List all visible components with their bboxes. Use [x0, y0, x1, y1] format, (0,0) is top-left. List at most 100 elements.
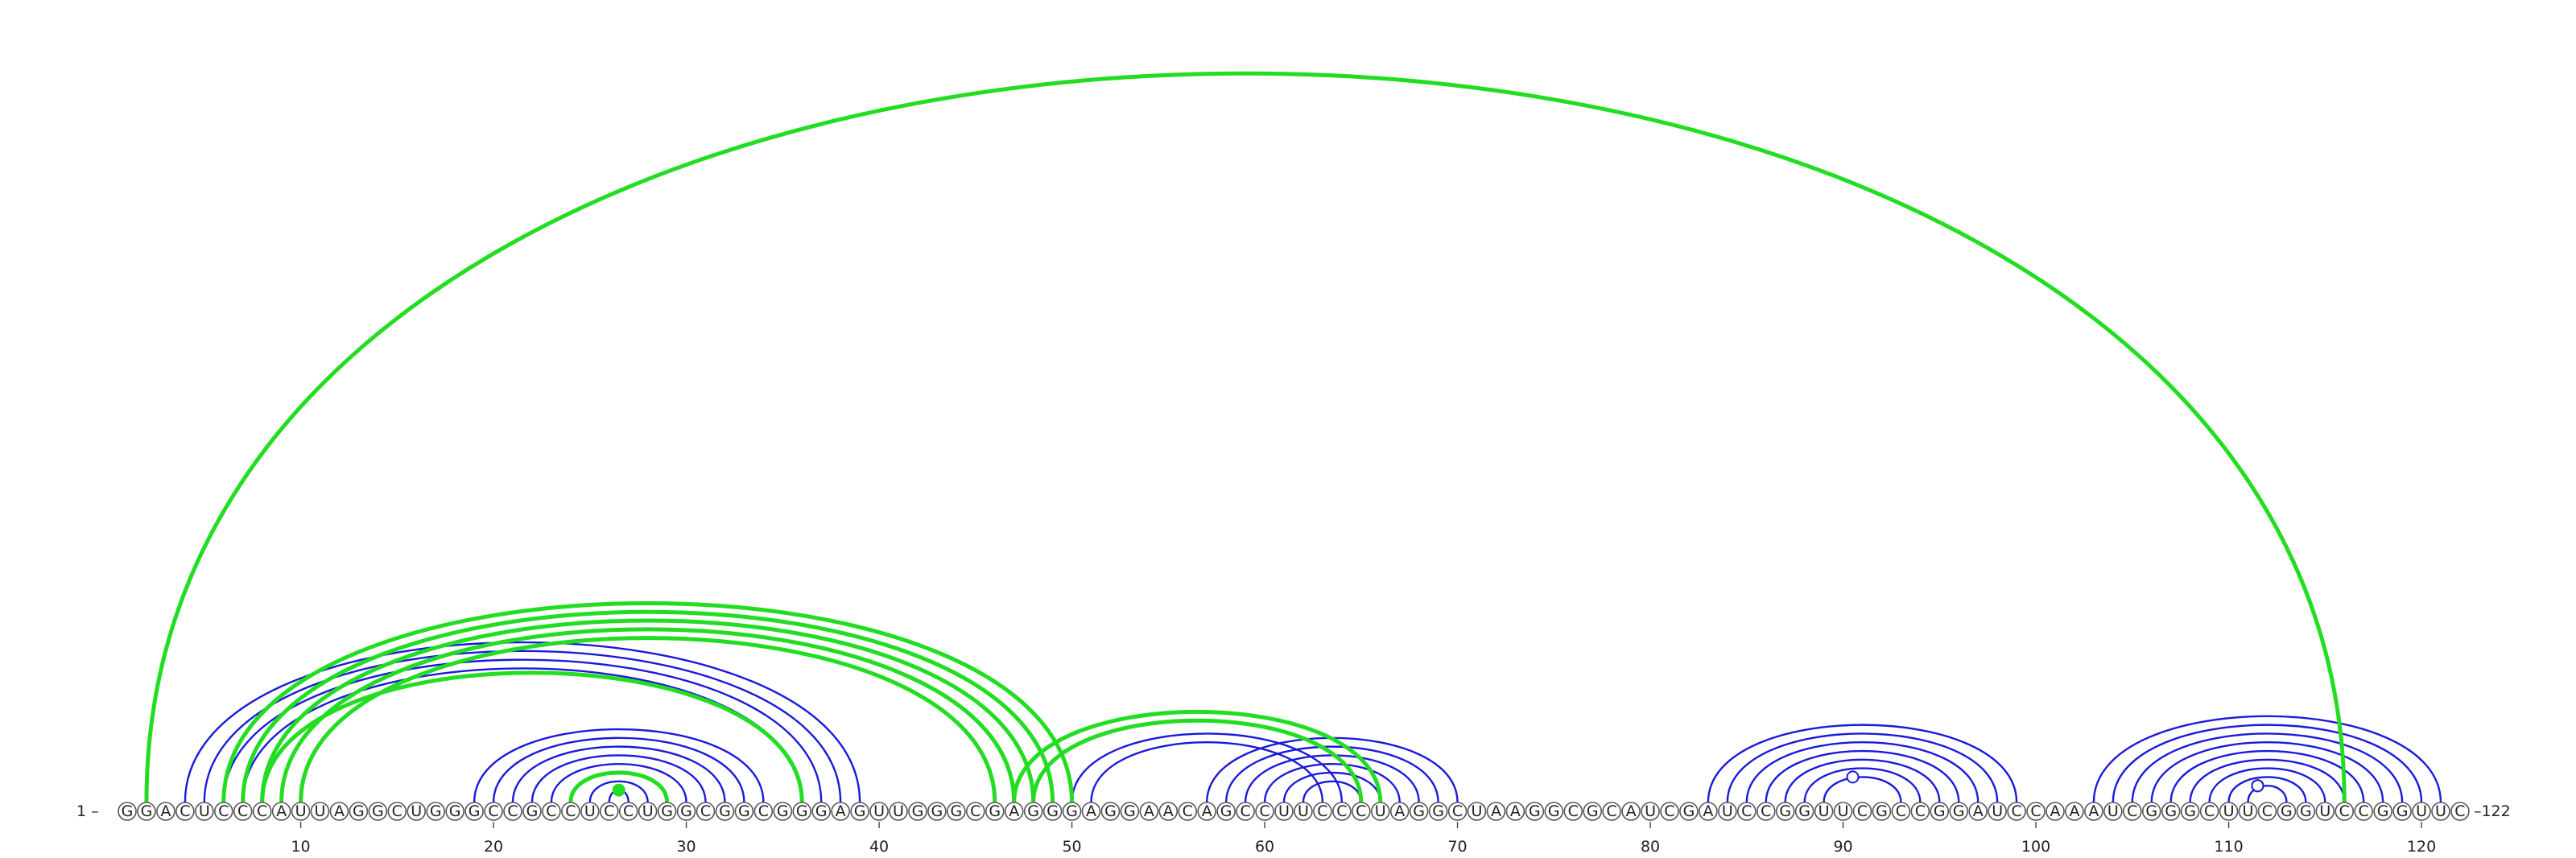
- predicted-pair-arc: [260, 670, 804, 803]
- nucleotide-circle: [831, 802, 850, 821]
- nucleotide-circle: [1332, 802, 1352, 821]
- predicted-pair-arc: [299, 636, 997, 803]
- nucleotide-circle: [1158, 802, 1179, 821]
- nucleotide-letter: C: [1356, 802, 1366, 820]
- nucleotide-circle: [1447, 802, 1468, 821]
- nucleotide-circle: [118, 802, 137, 821]
- base-pair-arc: [2150, 741, 2384, 803]
- nucleotide-letter: G: [1587, 802, 1599, 820]
- nucleotide-circle: [542, 802, 561, 821]
- nucleotide-letter: G: [353, 802, 365, 820]
- nucleotide-letter: G: [1413, 802, 1425, 820]
- nucleotide-circle: [1852, 802, 1872, 821]
- nucleotide-letter: G: [2165, 802, 2177, 820]
- nucleotide-letter: G: [2145, 802, 2157, 820]
- nucleotide-letter: A: [1703, 802, 1713, 820]
- nucleotide-circle: [1313, 802, 1332, 821]
- nucleotide-letter: C: [1896, 802, 1906, 820]
- nucleotide-circle: [1660, 802, 1679, 821]
- nucleotide-letter: C: [623, 802, 634, 820]
- nucleotide-letter: U: [2319, 802, 2330, 820]
- base-pair-arc: [588, 780, 649, 803]
- nucleotide-circle: [195, 802, 214, 821]
- nucleotide-circle: [464, 802, 484, 821]
- nucleotide-letter: G: [1683, 802, 1695, 820]
- nucleotide-letter: C: [1741, 802, 1752, 820]
- nucleotide-circle: [1814, 802, 1834, 821]
- nucleotide-circle: [445, 802, 464, 821]
- nucleotide-circle: [2007, 802, 2026, 821]
- nucleotide-letter: A: [1009, 802, 1019, 820]
- nucleotide-letter: G: [661, 802, 673, 820]
- nucleotide-letter: G: [2377, 802, 2389, 820]
- nucleotide-letter: C: [2011, 802, 2021, 820]
- nucleotide-circle: [2296, 802, 2316, 821]
- nucleotide-letter: U: [1645, 802, 1656, 820]
- nucleotide-circle: [1602, 802, 1621, 821]
- bulge-marker: [612, 783, 625, 797]
- nucleotide-letter: U: [315, 802, 326, 820]
- nucleotide-letter: U: [1278, 802, 1290, 820]
- nucleotide-letter: C: [488, 802, 498, 820]
- base-pair-arc: [2092, 715, 2442, 803]
- nucleotide-circle: [2103, 802, 2123, 821]
- nucleotide-circle: [1216, 802, 1236, 821]
- nucleotide-letter: U: [2223, 802, 2235, 820]
- nucleotide-letter: G: [1779, 802, 1791, 820]
- nucleotide-circle: [2431, 802, 2450, 821]
- nucleotide-letter: C: [1568, 802, 1579, 820]
- nucleotide-circle: [503, 802, 522, 821]
- nucleotide-circle: [1197, 802, 1216, 821]
- nucleotide-circle: [1352, 802, 1371, 821]
- nucleotide-circle: [329, 802, 349, 821]
- base-pair-arc: [2112, 724, 2423, 803]
- base-pair-arc: [1784, 758, 1941, 803]
- nucleotide-letter: G: [738, 802, 750, 820]
- nucleotide-letter: G: [796, 802, 808, 820]
- nucleotide-circle: [1563, 802, 1583, 821]
- nucleotide-letter: G: [1046, 802, 1059, 820]
- nucleotide-circle: [426, 802, 446, 821]
- nucleotide-circle: [484, 802, 503, 821]
- nucleotide-circle: [1062, 802, 1082, 821]
- nucleotide-circle: [291, 802, 311, 821]
- predicted-pair-arc: [260, 618, 1036, 803]
- nucleotide-letter: G: [1798, 802, 1810, 820]
- nucleotide-circle: [175, 802, 195, 821]
- nucleotide-letter: C: [1336, 802, 1347, 820]
- nucleotide-circle: [137, 802, 156, 821]
- base-pair-arc: [1244, 754, 1420, 803]
- bulge-marker: [1846, 770, 1860, 784]
- nucleotide-letter: U: [295, 802, 307, 820]
- nucleotide-letter: U: [873, 802, 885, 820]
- nucleotide-circle: [1370, 802, 1390, 821]
- nucleotide-circle: [2450, 802, 2470, 821]
- nucleotide-letter: G: [430, 802, 442, 820]
- nucleotide-circle: [2026, 802, 2046, 821]
- nucleotide-circle: [1486, 802, 1506, 821]
- nucleotide-letter: C: [237, 802, 248, 820]
- base-pair-arc: [1071, 732, 1344, 803]
- nucleotide-circle: [1910, 802, 1930, 821]
- nucleotide-circle: [2334, 802, 2355, 821]
- nucleotide-circle: [1583, 802, 1602, 821]
- nucleotide-circle: [1968, 802, 1988, 821]
- nucleotide-letter: G: [1529, 802, 1541, 820]
- base-pair-arc: [1263, 763, 1401, 803]
- nucleotide-letter: G: [989, 802, 1001, 820]
- nucleotide-circle: [580, 802, 600, 821]
- nucleotide-circle: [1100, 802, 1121, 821]
- nucleotide-circle: [2141, 802, 2161, 821]
- nucleotide-circle: [1139, 802, 1159, 821]
- nucleotide-letter: C: [1240, 802, 1250, 820]
- nucleotide-circle: [734, 802, 754, 821]
- nucleotide-circle: [1949, 802, 1969, 821]
- nucleotide-letter: G: [449, 802, 461, 820]
- nucleotide-circle: [2354, 802, 2373, 821]
- nucleotide-letter: C: [218, 802, 229, 820]
- nucleotide-circle: [638, 802, 658, 821]
- base-pair-arc: [1765, 749, 1960, 803]
- nucleotide-circle: [947, 802, 966, 821]
- nucleotide-circle: [1255, 802, 1274, 821]
